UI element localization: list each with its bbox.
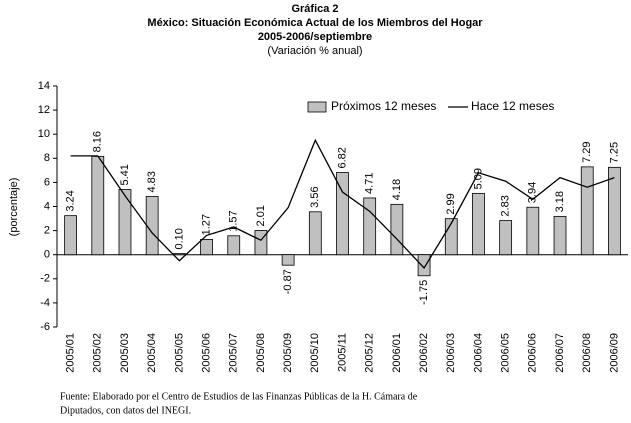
x-tick-label: 2006/07 (554, 333, 566, 373)
data-label: 7.25 (608, 142, 620, 163)
bar (118, 189, 132, 256)
data-label: 5.41 (119, 164, 131, 185)
y-tick-label: 2 (44, 225, 50, 237)
x-tick-label: 2005/05 (173, 333, 185, 373)
y-tick-label: 8 (44, 152, 50, 164)
data-label: 1.57 (228, 210, 240, 231)
bar (553, 215, 567, 256)
bar (499, 220, 513, 256)
x-tick-label: 2006/06 (527, 333, 539, 373)
data-label: 8.16 (92, 131, 104, 152)
y-tick-label: 4 (44, 200, 50, 212)
data-label: 2.83 (500, 195, 512, 216)
chart-subtitle: México: Situación Económica Actual de lo… (147, 17, 483, 29)
data-label: -1.75 (418, 280, 430, 305)
data-label: 7.29 (581, 141, 593, 162)
x-tick-label: 2006/02 (418, 333, 430, 373)
y-tick-label: 10 (38, 128, 50, 140)
legend-label: Próximos 12 meses (331, 99, 436, 113)
data-label: 6.82 (336, 147, 348, 168)
x-tick-label: 2005/07 (228, 333, 240, 373)
x-tick-label: 2005/04 (146, 333, 158, 373)
x-tick-label: 2006/05 (500, 333, 512, 373)
bar (526, 206, 540, 256)
y-tick-label: 14 (38, 80, 50, 92)
data-label: 3.94 (527, 182, 539, 203)
x-tick-label: 2005/08 (255, 333, 267, 373)
line (70, 138, 615, 270)
legend-swatch (307, 101, 327, 113)
data-label: 3.18 (554, 191, 566, 212)
x-tick-label: 2005/11 (336, 333, 348, 372)
x-tick-label: 2006/04 (472, 333, 484, 373)
bar (227, 235, 241, 256)
chart-title: Gráfica 2 (291, 3, 338, 15)
y-axis-label: (porcentaje) (8, 178, 20, 237)
source: Fuente: Elaborado por el Centro de Estud… (60, 391, 418, 402)
data-label: -0.87 (282, 269, 294, 294)
y-tick-label: -2 (40, 273, 50, 285)
bar (608, 166, 621, 256)
bar (336, 172, 349, 256)
bar (390, 203, 404, 256)
x-tick-label: 2005/10 (309, 333, 321, 373)
data-label: 0.10 (173, 228, 185, 249)
bar (308, 211, 322, 256)
data-label: 5.09 (472, 168, 484, 189)
y-tick-label: 12 (38, 104, 50, 116)
bar (145, 196, 159, 256)
y-tick-label: 0 (44, 249, 50, 261)
x-tick-label: 2005/12 (364, 333, 376, 373)
data-label: 2.01 (255, 205, 267, 226)
bar (444, 218, 458, 256)
bar (200, 238, 213, 256)
x-tick-label: 2005/03 (119, 333, 131, 373)
y-tick-label: -6 (40, 321, 50, 333)
data-label: 3.56 (309, 186, 321, 207)
x-tick-label: 2006/01 (391, 333, 403, 373)
bar (91, 155, 105, 256)
source: Diputados, con datos del INEGI. (60, 405, 191, 416)
chart-note: (Variación % anual) (267, 45, 362, 57)
x-tick-label: 2005/09 (282, 333, 294, 373)
data-label: 3.24 (65, 190, 77, 211)
y-tick-label: 6 (44, 176, 50, 188)
data-label: 4.83 (146, 171, 158, 192)
data-label: 1.27 (200, 214, 212, 235)
data-label: 4.71 (364, 173, 376, 194)
y-tick-label: -4 (40, 297, 50, 309)
x-tick-label: 2005/06 (200, 333, 212, 373)
x-tick-label: 2006/09 (608, 333, 620, 373)
bar (64, 215, 77, 256)
chart-period: 2005-2006/septiembre (258, 31, 372, 43)
bar (472, 192, 485, 256)
bar (172, 253, 186, 256)
x-tick-label: 2005/02 (92, 333, 104, 373)
bar (254, 230, 268, 256)
bar (417, 254, 431, 277)
x-tick-label: 2006/08 (581, 333, 593, 373)
bar (363, 197, 377, 256)
x-tick-label: 2006/03 (445, 333, 457, 373)
data-label: 4.18 (391, 179, 403, 200)
data-label: 2.99 (445, 193, 457, 214)
legend-label: Hace 12 meses (471, 99, 554, 113)
bar (281, 254, 295, 266)
x-tick-label: 2005/01 (65, 333, 77, 373)
bar (580, 166, 594, 256)
